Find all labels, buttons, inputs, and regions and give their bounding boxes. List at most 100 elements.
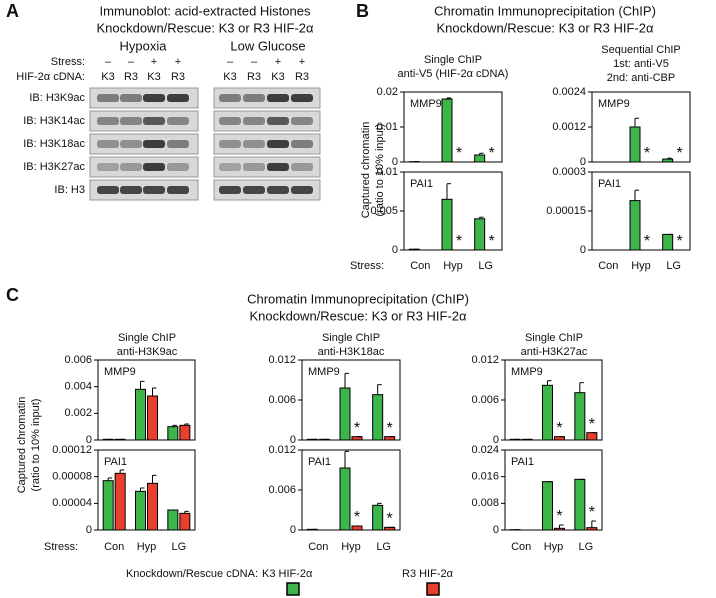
x-tick-label: Con [308,541,328,553]
blot-label: IB: H3K14ac [23,115,85,127]
blot-band [267,186,289,194]
y-tick-label: 0 [493,524,499,536]
stress-mark: + [299,56,305,68]
x-tick-label: LG [666,260,681,272]
bar [135,388,146,441]
blot-band [291,94,313,102]
plot-title: PAI1 [511,456,534,468]
y-tick-label: 0.006 [268,484,296,496]
plot-title: PAI1 [104,456,127,468]
blot-band [167,117,189,125]
bar [179,512,191,531]
significance-mark: * [489,145,495,162]
significance-mark: * [354,509,360,526]
y-tick-label: 0.004 [64,381,92,393]
bar [179,424,191,441]
panel-label: C [6,285,19,305]
significance-mark: * [556,420,562,437]
stress-mark: – [128,56,135,68]
plot-title: MMP9 [308,366,340,378]
blot-band [291,140,313,148]
bar [574,392,586,441]
bar [167,509,179,531]
y-tick-label: 0.0024 [552,86,586,98]
blot-band [243,140,265,148]
y-tick-label: 0 [392,156,398,168]
x-axis-label: Stress: [350,260,384,272]
stress-mark: – [105,56,112,68]
x-tick-label: LG [376,541,391,553]
x-tick-label: Hyp [341,541,361,553]
column-header: Single ChIP [525,332,583,344]
blot-band [243,163,265,171]
legend-label: R3 HIF-2α [402,568,454,580]
y-tick-label: 0.006 [64,354,92,366]
y-axis-label: (ratio to 10% input) [30,399,42,492]
blot-band [167,140,189,148]
x-tick-label: Con [104,541,124,553]
y-tick-label: 0.008 [471,497,499,509]
bar [102,480,114,531]
group-label: Hypoxia [120,38,168,53]
bar [351,525,363,531]
column-header: Single ChIP [118,332,176,344]
panel-title: Knockdown/Rescue: K3 or R3 HIF-2α [249,308,467,323]
column-header: Sequential ChIP [601,44,681,56]
y-tick-label: 0.005 [370,205,398,217]
y-tick-label: 0.006 [268,394,296,406]
x-tick-label: Con [511,541,531,553]
bar [542,384,553,441]
blot-band [167,163,189,171]
bar [474,154,486,163]
column-header: 2nd: anti-CBP [607,72,675,84]
blot-band [243,186,265,194]
bar [586,527,598,531]
bar [441,98,453,163]
blot-band [167,94,189,102]
blot-band [97,140,119,148]
blot-label: IB: H3 [54,184,85,196]
bar [372,504,384,531]
bar [542,481,553,531]
bar [135,490,146,531]
x-tick-label: LG [578,541,593,553]
y-tick-label: 0.016 [471,471,499,483]
y-tick-label: 0.012 [268,354,296,366]
blot-band [143,94,165,102]
y-tick-label: 0.012 [471,354,499,366]
cdna-label: K3 [223,71,236,83]
significance-mark: * [456,233,462,250]
plot-title: MMP9 [410,98,442,110]
blot-band [267,117,289,125]
plot-frame [97,449,196,531]
blot-band [219,163,241,171]
blot-band [267,163,289,171]
y-tick-label: 0 [290,524,296,536]
plot-title: PAI1 [308,456,331,468]
blot-band [143,163,165,171]
plot-title: PAI1 [598,178,621,190]
y-tick-label: 0.006 [471,394,499,406]
y-axis-label: (ratio to 10% input) [374,124,386,217]
y-tick-label: 0.01 [377,166,398,178]
blot-band [143,186,165,194]
y-tick-label: 0 [580,156,586,168]
blot-band [97,117,119,125]
blot-label: IB: H3K27ac [23,161,85,173]
cdna-label: R3 [124,71,138,83]
column-header: anti-H3K27ac [521,346,588,358]
row-label: HIF-2α cDNA: [16,71,85,83]
bar [339,387,351,441]
column-header: 1st: anti-V5 [613,58,669,70]
significance-mark: * [644,233,650,250]
significance-mark: * [589,416,595,433]
bar [372,394,384,441]
blot-band [167,186,189,194]
blot-band [243,94,265,102]
blot-band [219,140,241,148]
blot-band [97,186,119,194]
column-header: anti-V5 (HIF-2α cDNA) [398,68,509,80]
y-tick-label: 0.01 [377,121,398,133]
plot-title: PAI1 [410,178,433,190]
